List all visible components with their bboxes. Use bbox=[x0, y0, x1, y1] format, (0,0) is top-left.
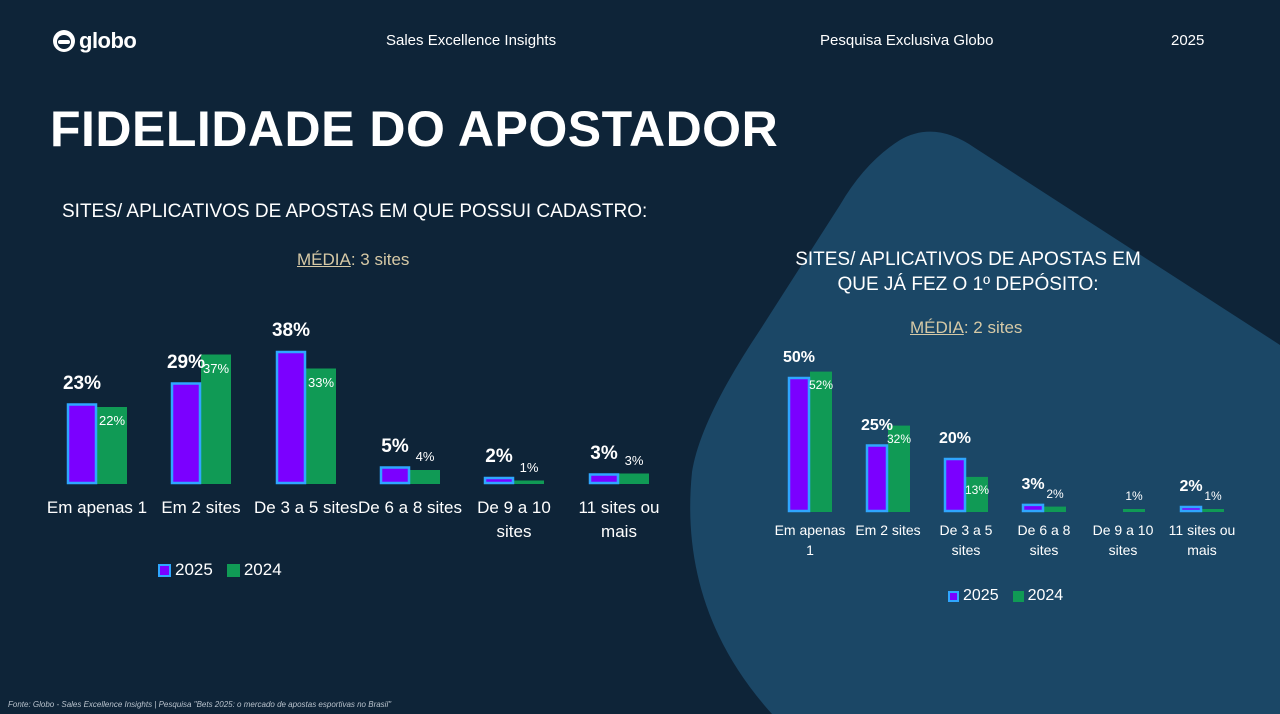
chart1-bar-2025-5 bbox=[483, 476, 515, 485]
chart2-bar-2025-2 bbox=[865, 444, 889, 513]
chart2-category-1: Em apenas 1 bbox=[774, 522, 846, 558]
chart1-label-2025-1: 23% bbox=[62, 372, 102, 394]
chart1-label-2024-3: 33% bbox=[307, 374, 335, 390]
chart1-category-2: Em 2 sites bbox=[161, 498, 241, 517]
chart1-label-2024-1: 22% bbox=[98, 413, 126, 428]
chart2-category-2: Em 2 sites bbox=[855, 522, 921, 538]
chart2-media: MÉDIA: 2 sites bbox=[910, 318, 1022, 338]
chart1-title: SITES/ APLICATIVOS DE APOSTAS EM QUE POS… bbox=[62, 201, 648, 222]
chart2-label-2025-2: 25% bbox=[860, 416, 894, 434]
footer-source: Fonte: Globo - Sales Excellence Insights… bbox=[8, 700, 392, 709]
chart1-bar-2024-6 bbox=[619, 473, 649, 484]
chart2-label-2024-5: 1% bbox=[1125, 489, 1143, 503]
chart2-label-2025-3: 20% bbox=[938, 430, 972, 447]
chart1-legend-label-2025: 2025 bbox=[175, 560, 213, 579]
chart1-bar-2025-1 bbox=[66, 403, 98, 485]
chart1-bar-2025-3 bbox=[275, 350, 307, 485]
chart2-media-value: : 2 sites bbox=[963, 318, 1023, 337]
chart2-label-2025-4: 3% bbox=[1021, 475, 1045, 493]
chart2-bar-2024-2 bbox=[888, 425, 910, 512]
chart1-category-4: De 6 a 8 sites bbox=[358, 498, 462, 517]
chart1-category-6: 11 sites ou mais bbox=[578, 498, 660, 542]
chart2-label-2025-1: 50% bbox=[782, 349, 816, 366]
chart1-label-2024-4: 4% bbox=[415, 449, 435, 464]
chart2-bar-2025-6 bbox=[1179, 505, 1203, 513]
logo-text: globo bbox=[79, 28, 137, 53]
page-title: FIDELIDADE DO APOSTADOR bbox=[50, 101, 779, 157]
chart1-legend: 2025 2024 bbox=[158, 560, 282, 580]
chart1-label-2025-3: 38% bbox=[271, 320, 311, 341]
chart1-bar-2024-5 bbox=[514, 480, 544, 484]
chart1-category-1: Em apenas 1 bbox=[46, 498, 148, 517]
chart2-bar-2025-3 bbox=[943, 457, 967, 513]
chart2-bar-2024-3 bbox=[966, 476, 988, 512]
header: globo Sales Excellence Insights Pesquisa… bbox=[0, 0, 1280, 80]
chart1-bar-2025-4 bbox=[379, 466, 411, 485]
chart2-bar-2024-4 bbox=[1044, 506, 1066, 512]
chart1-label-2025-4: 5% bbox=[381, 435, 409, 457]
globo-logo: globo bbox=[52, 28, 137, 54]
chart1-label-2025-5: 2% bbox=[485, 446, 513, 467]
header-right-text: Pesquisa Exclusiva Globo bbox=[820, 32, 994, 49]
header-center-text: Sales Excellence Insights bbox=[386, 32, 557, 49]
chart2-media-label: MÉDIA bbox=[910, 318, 964, 337]
chart2-category-4: De 6 a 8 sites bbox=[1017, 522, 1071, 558]
chart1-legend-swatch-2024 bbox=[226, 563, 240, 577]
chart1-bar-2024-3 bbox=[306, 368, 336, 484]
globo-logo-icon bbox=[53, 30, 75, 52]
chart2-legend-swatch-2024 bbox=[1012, 590, 1024, 602]
chart2-label-2024-3: 13% bbox=[964, 482, 990, 497]
chart1-media-value: : 3 sites bbox=[350, 250, 410, 269]
chart2-label-2024-2: 32% bbox=[886, 431, 912, 446]
chart1-legend-label-2024: 2024 bbox=[243, 560, 282, 579]
chart2-legend-label-2025: 2025 bbox=[963, 587, 999, 604]
chart1-label-2024-6: 3% bbox=[624, 452, 644, 468]
chart2-bar-2025-1 bbox=[787, 376, 811, 513]
chart1-media-label: MÉDIA bbox=[297, 250, 351, 269]
chart1-legend-swatch-2025 bbox=[158, 563, 171, 577]
chart2-label-2024-1: 52% bbox=[808, 377, 834, 392]
chart1-category-5: De 9 a 10 sites bbox=[477, 498, 551, 542]
chart1-bar-2024-1 bbox=[97, 407, 127, 484]
chart2-category-3: De 3 a 5 sites bbox=[939, 522, 993, 558]
chart2-label-2024-6: 1% bbox=[1204, 489, 1222, 503]
chart2-label-2025-6: 2% bbox=[1179, 478, 1203, 495]
chart2-bar-2025-4 bbox=[1021, 503, 1045, 513]
chart1-category-3: De 3 a 5 sites bbox=[254, 498, 358, 517]
chart2-bar-2024-1 bbox=[810, 371, 832, 512]
chart1-media: MÉDIA: 3 sites bbox=[297, 250, 409, 270]
chart1-bar-2025-6 bbox=[588, 473, 620, 485]
chart2-category-5: De 9 a 10 sites bbox=[1092, 522, 1154, 558]
chart2-legend-label-2024: 2024 bbox=[1027, 587, 1064, 604]
chart2-bar-2024-5 bbox=[1123, 509, 1145, 512]
chart2-label-2024-4: 2% bbox=[1046, 486, 1064, 501]
chart1-bar-2024-4 bbox=[410, 470, 440, 484]
chart1-label-2025-2: 29% bbox=[166, 351, 206, 373]
chart1-label-2024-5: 1% bbox=[519, 459, 539, 475]
chart2-title: SITES/ APLICATIVOS DE APOSTAS EM QUE JÁ … bbox=[795, 249, 1141, 295]
chart2-legend-swatch-2025 bbox=[948, 590, 959, 602]
chart1-label-2024-2: 37% bbox=[202, 360, 230, 376]
chart1-label-2025-6: 3% bbox=[590, 442, 618, 464]
header-year: 2025 bbox=[1171, 32, 1205, 49]
chart1-bar-2024-2 bbox=[201, 354, 231, 484]
chart1-bar-2025-2 bbox=[170, 382, 202, 485]
chart2-legend: 2025 2024 bbox=[948, 587, 1063, 605]
chart2-bar-2024-6 bbox=[1202, 509, 1224, 512]
chart2-category-6: 11 sites ou mais bbox=[1168, 522, 1236, 558]
